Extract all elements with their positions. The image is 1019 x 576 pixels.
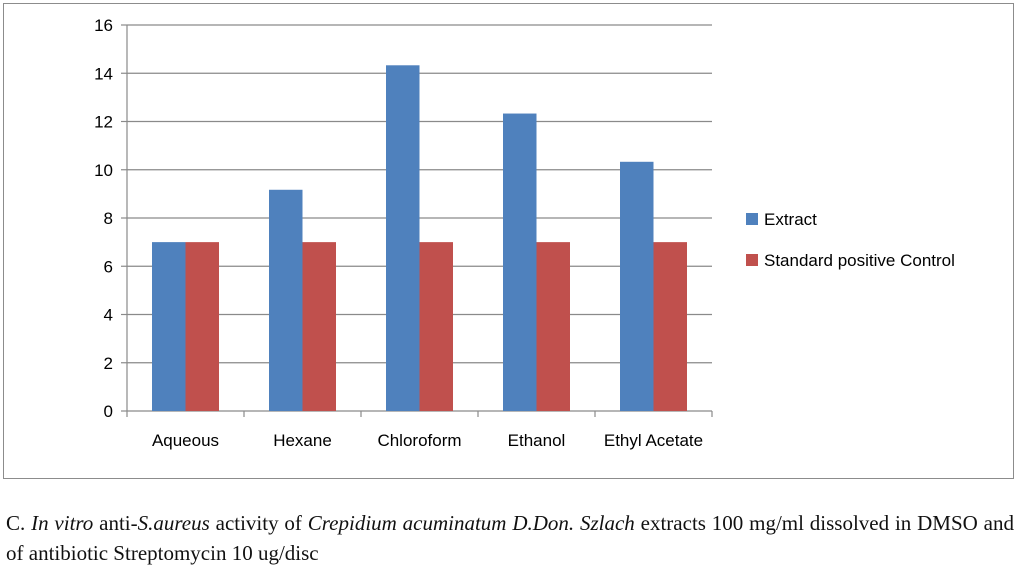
bars [152,65,687,411]
legend-label: Standard positive Control [764,251,955,270]
y-tick-label: 4 [104,306,113,325]
bar-extract [152,242,186,411]
caption-anti: anti- [93,511,138,535]
y-tick-label: 14 [94,64,113,83]
bar-chart: 0 2 4 6 8 10 12 14 16 Aqueous Hexane Chloroform Etha… [94,16,955,450]
caption-in-vitro: In vitro [31,511,94,535]
tick-labels: 0 2 4 6 8 10 12 14 16 Aqueous Hexane Chloroform Etha… [94,16,703,450]
bar-standard-positive-control [419,242,453,411]
caption-species: Crepidium acuminatum D.Don. Szlach [307,511,635,535]
legend-swatch [746,213,758,225]
y-tick-label: 16 [94,16,113,35]
y-tick-label: 2 [104,354,113,373]
y-tick-label: 8 [104,209,113,228]
bar-standard-positive-control [302,242,336,411]
x-tick-label: Chloroform [377,431,461,450]
figure-caption: C. In vitro anti-S.aureus activity of Cr… [6,508,1014,568]
y-tick-label: 6 [104,257,113,276]
y-tick-label: 12 [94,113,113,132]
caption-organism: S.aureus [137,511,210,535]
legend: Extract Standard positive Control [746,210,955,270]
bar-extract [503,113,537,411]
bar-extract [269,189,303,411]
bar-standard-positive-control [185,242,219,411]
caption-prefix: C. [6,511,32,535]
caption-rest: extracts 100 mg/ml dissolved in DMSO and… [6,511,1014,565]
bar-standard-positive-control [536,242,570,411]
x-tick-label: Ethanol [508,431,566,450]
x-tick-label: Aqueous [152,431,219,450]
legend-swatch [746,254,758,266]
bar-extract [386,65,420,411]
caption-activity-of: activity of [209,511,308,535]
legend-label: Extract [764,210,817,229]
x-tick-label: Ethyl Acetate [604,431,703,450]
x-tick-label: Hexane [273,431,332,450]
bar-extract [620,161,654,411]
y-tick-label: 0 [104,402,113,421]
bar-standard-positive-control [653,242,687,411]
y-tick-label: 10 [94,161,113,180]
